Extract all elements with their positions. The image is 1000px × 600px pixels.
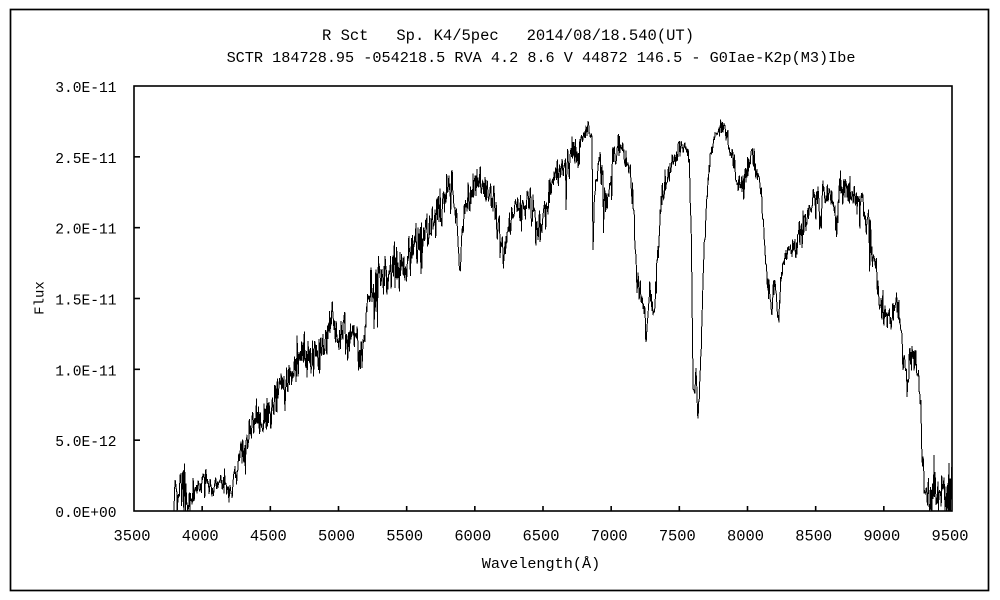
svg-text:0.0E+00: 0.0E+00 (55, 506, 116, 522)
svg-text:SCTR 184728.95 -054218.5 RVA 4: SCTR 184728.95 -054218.5 RVA 4.2 8.6 V 4… (227, 49, 856, 67)
svg-text:9000: 9000 (863, 528, 900, 546)
svg-text:1.5E-11: 1.5E-11 (55, 294, 117, 310)
svg-text:5.0E-12: 5.0E-12 (55, 435, 116, 451)
svg-text:6500: 6500 (523, 528, 560, 546)
svg-text:Wavelength(Å): Wavelength(Å) (482, 555, 600, 573)
svg-text:Flux: Flux (33, 281, 49, 315)
svg-text:2.0E-11: 2.0E-11 (55, 223, 117, 239)
svg-text:7500: 7500 (659, 528, 696, 546)
svg-text:3.0E-11: 3.0E-11 (55, 81, 117, 97)
svg-text:5000: 5000 (318, 528, 355, 546)
svg-text:4000: 4000 (182, 528, 219, 546)
svg-text:R Sct Sp. K4/5pec 2014/08/: R Sct Sp. K4/5pec 2014/08/18.540(UT) (322, 27, 694, 45)
svg-text:7000: 7000 (591, 528, 628, 546)
svg-text:8000: 8000 (727, 528, 764, 546)
svg-text:5500: 5500 (386, 528, 423, 546)
svg-text:9500: 9500 (932, 528, 969, 546)
svg-text:1.0E-11: 1.0E-11 (55, 364, 117, 380)
svg-text:2.5E-11: 2.5E-11 (55, 152, 117, 168)
svg-text:4500: 4500 (250, 528, 287, 546)
svg-text:6000: 6000 (454, 528, 491, 546)
svg-text:3500: 3500 (114, 528, 151, 546)
svg-text:8500: 8500 (795, 528, 832, 546)
